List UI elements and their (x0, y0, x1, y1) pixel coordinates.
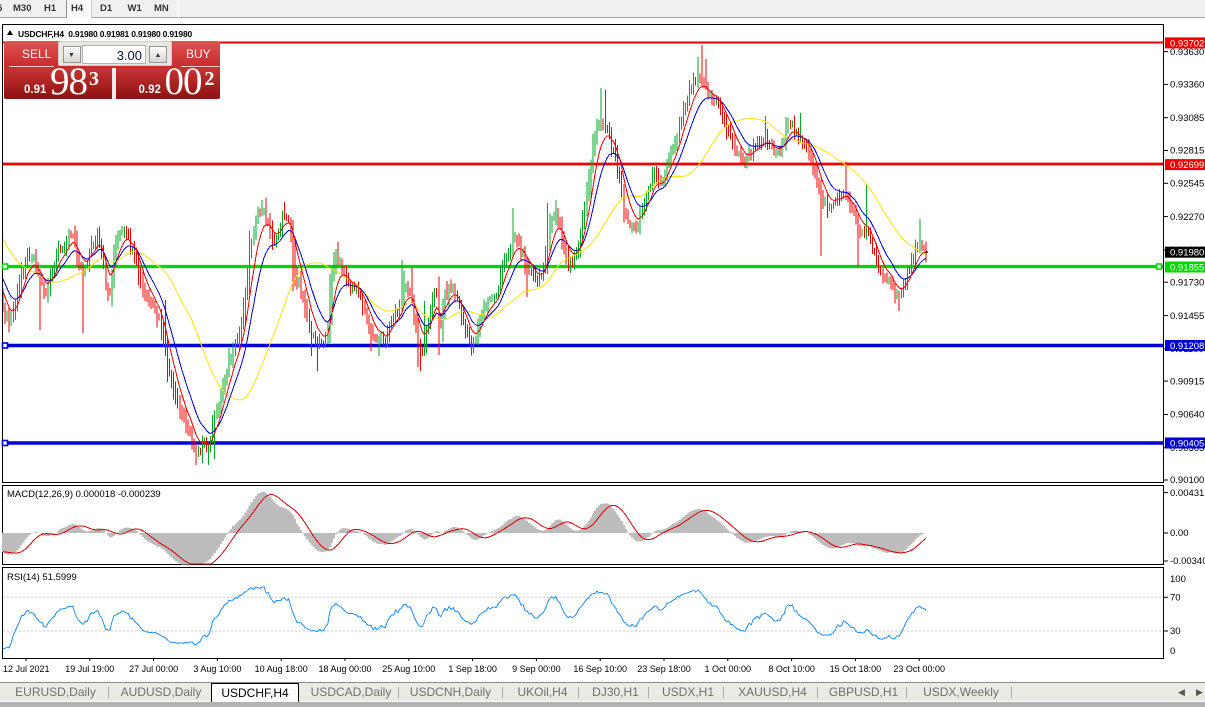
svg-text:0.92270: 0.92270 (1170, 212, 1204, 223)
svg-text:70: 70 (1170, 593, 1181, 604)
svg-text:15 Oct 18:00: 15 Oct 18:00 (830, 664, 882, 674)
svg-text:0.00431: 0.00431 (1170, 488, 1204, 499)
svg-text:0.00: 0.00 (1170, 528, 1189, 539)
svg-text:0.91730: 0.91730 (1170, 277, 1204, 288)
svg-text:18 Aug 00:00: 18 Aug 00:00 (318, 664, 371, 674)
svg-text:0.92699: 0.92699 (1170, 160, 1204, 171)
svg-text:12 Jul 2021: 12 Jul 2021 (3, 664, 50, 674)
svg-text:30: 30 (1170, 626, 1181, 637)
svg-text:-0.00340: -0.00340 (1170, 556, 1205, 567)
svg-text:0.91455: 0.91455 (1170, 311, 1204, 322)
svg-text:0.90915: 0.90915 (1170, 376, 1204, 387)
svg-text:0.92545: 0.92545 (1170, 179, 1204, 190)
svg-text:0.91208: 0.91208 (1170, 341, 1204, 352)
svg-text:MACD(12,26,9) 0.000018 -0.0002: MACD(12,26,9) 0.000018 -0.000239 (7, 489, 161, 500)
svg-text:3 Aug 10:00: 3 Aug 10:00 (193, 664, 241, 674)
svg-text:8 Oct 10:00: 8 Oct 10:00 (768, 664, 815, 674)
svg-text:23 Oct 00:00: 23 Oct 00:00 (893, 664, 945, 674)
svg-text:0.90100: 0.90100 (1170, 475, 1204, 486)
svg-text:25 Aug 10:00: 25 Aug 10:00 (382, 664, 435, 674)
svg-text:0: 0 (1170, 646, 1175, 657)
svg-text:0.90640: 0.90640 (1170, 410, 1204, 421)
svg-text:0.93702: 0.93702 (1170, 38, 1204, 49)
svg-text:0.91980: 0.91980 (1170, 248, 1204, 259)
svg-text:100: 100 (1170, 574, 1186, 585)
svg-text:0.93085: 0.93085 (1170, 113, 1204, 124)
svg-text:0.91855: 0.91855 (1170, 262, 1204, 273)
svg-text:1 Sep 18:00: 1 Sep 18:00 (448, 664, 497, 674)
svg-text:1 Oct 00:00: 1 Oct 00:00 (705, 664, 752, 674)
svg-text:0.93630: 0.93630 (1170, 47, 1204, 58)
svg-text:RSI(14) 51.5999: RSI(14) 51.5999 (7, 572, 77, 583)
svg-text:0.90405: 0.90405 (1170, 438, 1204, 449)
svg-text:23 Sep 18:00: 23 Sep 18:00 (637, 664, 691, 674)
svg-text:10 Aug 18:00: 10 Aug 18:00 (255, 664, 308, 674)
svg-text:0.93360: 0.93360 (1170, 80, 1204, 91)
svg-text:0.92815: 0.92815 (1170, 146, 1204, 157)
svg-text:27 Jul 00:00: 27 Jul 00:00 (129, 664, 178, 674)
svg-text:19 Jul 19:00: 19 Jul 19:00 (65, 664, 114, 674)
svg-text:9 Sep 00:00: 9 Sep 00:00 (512, 664, 561, 674)
svg-text:16 Sep 10:00: 16 Sep 10:00 (573, 664, 627, 674)
